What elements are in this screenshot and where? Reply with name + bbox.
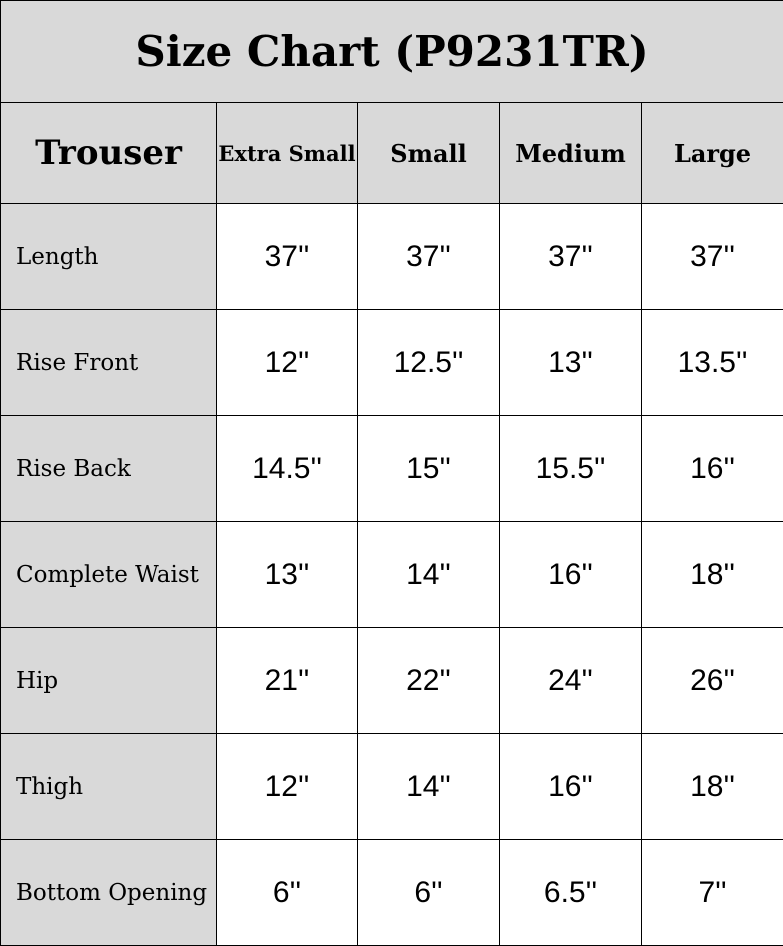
header-row: Trouser Extra Small Small Medium Large xyxy=(0,102,783,204)
measurement-cell: 16'' xyxy=(640,415,783,522)
measurement-cell: 14'' xyxy=(357,733,500,840)
measurement-cell: 12'' xyxy=(216,733,358,840)
chart-title: Size Chart (P9231TR) xyxy=(0,0,783,103)
measurement-cell: 16'' xyxy=(499,733,642,840)
measurement-cell: 18'' xyxy=(640,733,783,840)
size-header-small: Small xyxy=(357,102,500,204)
table-row: Length 37'' 37'' 37'' 37'' xyxy=(0,203,783,310)
table-row: Complete Waist 13'' 14'' 16'' 18'' xyxy=(0,521,783,628)
row-label: Rise Back xyxy=(0,415,217,522)
measurement-cell: 37'' xyxy=(499,203,642,310)
row-label: Rise Front xyxy=(0,309,217,416)
measurement-cell: 24'' xyxy=(499,627,642,734)
table-row: Rise Back 14.5'' 15'' 15.5'' 16'' xyxy=(0,415,783,522)
measurement-cell: 13'' xyxy=(216,521,358,628)
measurement-cell: 6.5'' xyxy=(499,839,642,946)
row-label: Bottom Opening xyxy=(0,839,217,946)
category-header: Trouser xyxy=(0,102,217,204)
row-label: Length xyxy=(0,203,217,310)
size-header-extra-small: Extra Small xyxy=(216,102,358,204)
table-row: Bottom Opening 6'' 6'' 6.5'' 7'' xyxy=(0,839,783,946)
measurement-cell: 16'' xyxy=(499,521,642,628)
size-header-large: Large xyxy=(640,102,783,204)
measurement-cell: 37'' xyxy=(216,203,358,310)
row-label: Hip xyxy=(0,627,217,734)
table-row: Rise Front 12'' 12.5'' 13'' 13.5'' xyxy=(0,309,783,416)
size-header-medium: Medium xyxy=(499,102,642,204)
row-label: Complete Waist xyxy=(0,521,217,628)
measurement-cell: 6'' xyxy=(216,839,358,946)
row-label: Thigh xyxy=(0,733,217,840)
measurement-cell: 14.5'' xyxy=(216,415,358,522)
measurement-cell: 21'' xyxy=(216,627,358,734)
measurement-cell: 14'' xyxy=(357,521,500,628)
measurement-cell: 6'' xyxy=(357,839,500,946)
measurement-cell: 13'' xyxy=(499,309,642,416)
measurement-cell: 26'' xyxy=(640,627,783,734)
measurement-cell: 22'' xyxy=(357,627,500,734)
measurement-cell: 15'' xyxy=(357,415,500,522)
measurement-cell: 15.5'' xyxy=(499,415,642,522)
measurement-cell: 13.5'' xyxy=(640,309,783,416)
table-row: Hip 21'' 22'' 24'' 26'' xyxy=(0,627,783,734)
measurement-cell: 12'' xyxy=(216,309,358,416)
measurement-cell: 37'' xyxy=(640,203,783,310)
measurement-cell: 7'' xyxy=(640,839,783,946)
table-row: Thigh 12'' 14'' 16'' 18'' xyxy=(0,733,783,840)
measurement-cell: 18'' xyxy=(640,521,783,628)
measurement-cell: 12.5'' xyxy=(357,309,500,416)
measurement-cell: 37'' xyxy=(357,203,500,310)
